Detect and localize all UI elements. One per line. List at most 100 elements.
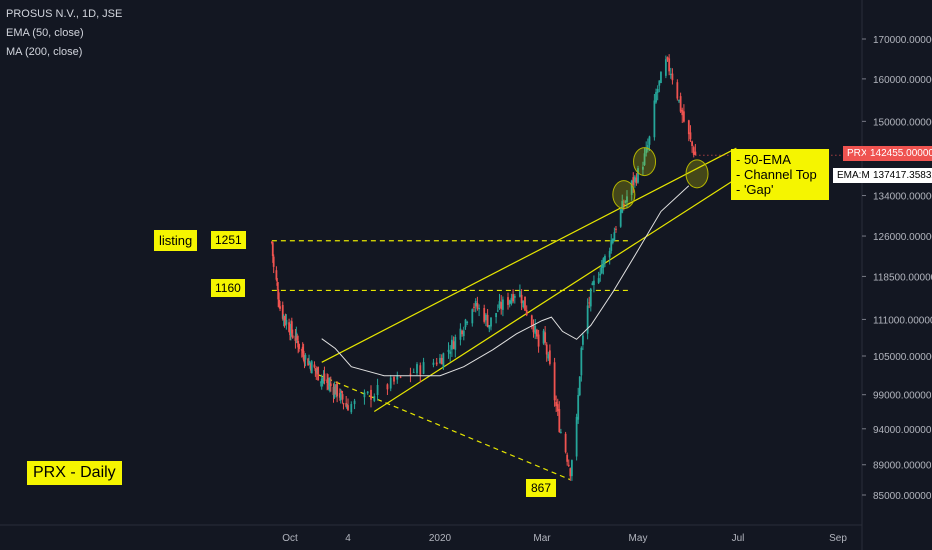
x-tick-label: Jul — [732, 533, 745, 544]
candle-body — [545, 344, 548, 355]
candle-body — [575, 416, 578, 457]
candle-body — [327, 379, 329, 384]
highlight-marker-1 — [612, 180, 636, 210]
candle-body — [608, 251, 611, 258]
candle-body — [326, 379, 329, 383]
candle-body — [389, 377, 392, 389]
candle-body — [689, 132, 692, 140]
candle-body — [582, 335, 584, 345]
ema-legend: EMA (50, close) — [6, 27, 84, 39]
candle-body — [668, 58, 671, 72]
candle-body — [522, 300, 525, 308]
candle-body — [353, 400, 356, 405]
candle-body — [350, 404, 353, 413]
candle-body — [630, 180, 633, 195]
candle-body — [532, 324, 535, 333]
candle-body — [363, 392, 366, 398]
candle-body — [519, 291, 521, 297]
note-50-ema: - 50-EMA — [736, 152, 791, 167]
candle-body — [536, 329, 538, 337]
candle-body — [449, 351, 452, 354]
trendline-2 — [373, 178, 737, 413]
candle-body — [277, 289, 280, 300]
candle-body — [335, 384, 338, 395]
note-gap: - 'Gap' — [736, 182, 774, 197]
candle-body — [346, 406, 348, 409]
candle-body — [500, 302, 503, 310]
candle-body — [591, 283, 594, 285]
candle-body — [692, 147, 695, 155]
candle-body — [569, 468, 572, 477]
candle-body — [288, 322, 290, 332]
candle-body — [580, 347, 583, 376]
candle-body — [291, 335, 294, 338]
candle-body — [473, 306, 475, 308]
candle-body — [447, 349, 450, 352]
candle-body — [341, 394, 344, 400]
candle-body — [279, 306, 281, 309]
candle-body — [648, 136, 651, 145]
ma-legend: MA (200, close) — [6, 46, 83, 58]
candle-body — [646, 145, 649, 151]
candle-body — [332, 387, 335, 395]
candle-body — [281, 305, 284, 319]
candle-body — [319, 381, 322, 383]
highlight-marker-3 — [685, 159, 709, 189]
candle-body — [658, 80, 661, 86]
candle-body — [321, 378, 324, 380]
candle-body — [294, 335, 297, 341]
candle-body — [308, 361, 310, 363]
candle-body — [624, 201, 627, 203]
candle-body — [488, 325, 491, 329]
ema-ma-value-tag: 137417.35832 — [869, 168, 932, 183]
candle-body — [653, 100, 656, 138]
candle-body — [329, 383, 332, 386]
candle-body — [530, 315, 533, 326]
candle-body — [542, 330, 545, 344]
candle-body — [298, 343, 300, 349]
candle-body — [593, 280, 595, 286]
x-tick-label: May — [629, 533, 648, 544]
candle-body — [599, 273, 602, 276]
x-tick-label: Sep — [829, 533, 847, 544]
last-price-symbol-tag: PRX — [843, 146, 872, 161]
candle-body — [304, 354, 307, 360]
level-1251-label: 1251 — [211, 231, 246, 249]
candle-body — [510, 297, 513, 304]
candle-body — [366, 391, 369, 394]
x-tick-label: Oct — [282, 533, 298, 544]
last-price-tag: 142455.00000 — [866, 146, 932, 161]
candle-body — [678, 99, 680, 102]
y-tick-label: 170000.00000 — [873, 35, 932, 46]
candle-body — [633, 176, 636, 182]
trendline-3 — [318, 374, 571, 481]
y-tick-label: 150000.00000 — [873, 117, 932, 128]
candle-body — [302, 350, 305, 360]
candle-body — [626, 196, 628, 203]
candle-body — [466, 321, 469, 323]
candle-body — [613, 232, 616, 241]
note-channel-top: - Channel Top — [736, 167, 817, 182]
candle-body — [328, 385, 330, 387]
candle-body — [555, 401, 558, 407]
candle-body — [553, 362, 556, 401]
candle-body — [619, 209, 622, 227]
candle-body — [566, 454, 569, 462]
candle-body — [478, 307, 480, 310]
listing-label: listing — [154, 230, 198, 251]
candle-body — [439, 357, 441, 364]
trendline-1 — [321, 147, 737, 363]
candle-body — [495, 313, 497, 318]
candle-body — [393, 377, 395, 382]
candle-body — [571, 460, 573, 477]
candle-body — [476, 302, 479, 309]
candle-body — [637, 168, 639, 183]
candle-body — [422, 362, 425, 374]
candle-body — [512, 294, 514, 302]
candle-body — [508, 300, 511, 304]
candle-body — [577, 394, 580, 420]
candle-body — [276, 282, 279, 286]
candle-body — [282, 315, 285, 321]
